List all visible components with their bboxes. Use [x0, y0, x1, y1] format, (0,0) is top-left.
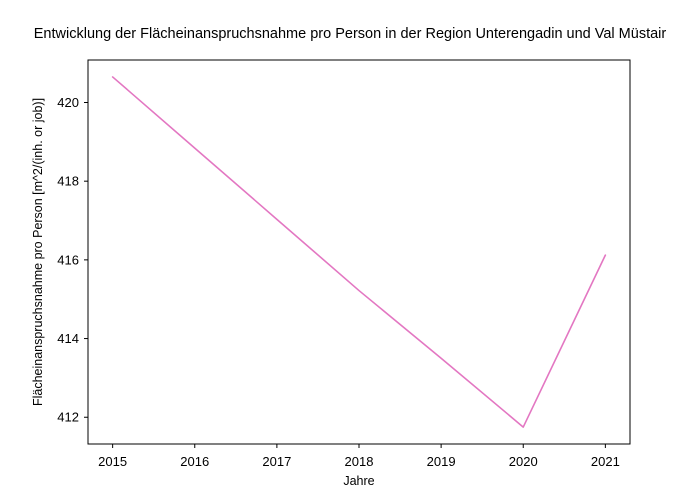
- y-axis-label: Flächeinanspruchsnahme pro Person [m^2/(…: [31, 98, 45, 406]
- y-tick-label: 420: [57, 95, 79, 110]
- x-axis: 2015 2016 2017 2018 2019 2020 2021: [98, 444, 620, 469]
- x-tick-label: 2019: [427, 454, 456, 469]
- y-tick-label: 412: [57, 410, 79, 425]
- y-tick-label: 416: [57, 252, 79, 267]
- x-tick-label: 2018: [345, 454, 374, 469]
- x-axis-label: Jahre: [343, 474, 374, 488]
- series-line: [111, 76, 607, 428]
- x-tick-label: 2015: [98, 454, 127, 469]
- x-tick-label: 2021: [591, 454, 620, 469]
- x-tick-label: 2017: [262, 454, 291, 469]
- chart-title: Entwicklung der Flächeinanspruchsnahme p…: [34, 26, 667, 42]
- y-axis: 412 414 416 418 420: [57, 95, 88, 425]
- series-layer: [111, 76, 607, 428]
- x-tick-label: 2020: [509, 454, 538, 469]
- y-tick-label: 414: [57, 331, 79, 346]
- y-tick-label: 418: [57, 174, 79, 189]
- x-tick-label: 2016: [180, 454, 209, 469]
